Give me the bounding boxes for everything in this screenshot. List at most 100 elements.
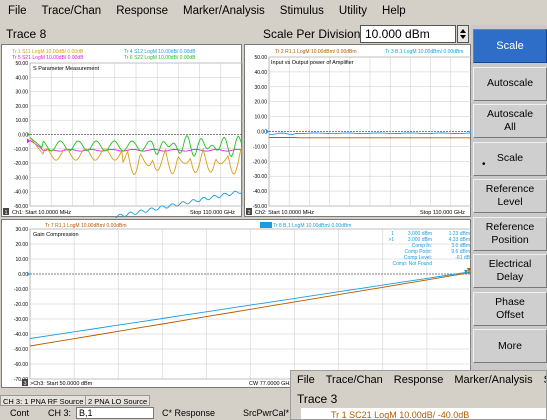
entry-toolbar: Trace 8 Scale Per Division 10.000 dBm <box>0 22 471 46</box>
softkey-scale[interactable]: Scale • <box>473 141 547 176</box>
y-tick-label: 20.00 <box>15 242 28 248</box>
gain-compression-plot[interactable]: Tr 7 R1,1 LogM 10.00dBm/ 0.00dBm Tr 8 B,… <box>1 219 472 388</box>
p3-y-ticks: 30.00 20.00 10.00 0.00 -10.00 -20.00 -30.00 -40… <box>14 227 28 383</box>
p2-stop: Stop 110.000 GHz <box>420 210 465 216</box>
y-tick-label: -60.00 <box>14 362 28 368</box>
p3-active-trace-box <box>260 222 272 228</box>
softkey-reference-position[interactable]: Reference Position <box>473 216 547 251</box>
scale-spinner[interactable] <box>457 25 469 43</box>
status-cont: Cont <box>10 408 30 418</box>
p3-start: >Ch3: Start 50.0000 dBm <box>30 381 93 387</box>
second-menu-marker-analysis[interactable]: Marker/Analysis <box>454 374 533 386</box>
p1-legend-3: Tr 5 S21 LogM 10.00dB/ 0.00dB <box>12 55 84 61</box>
active-trace-label: Trace 8 <box>6 27 47 41</box>
second-menu-response[interactable]: Response <box>393 374 444 386</box>
p1-y-ticks: 50.00 40.00 30.00 20.00 10.00 0.00 -10.00 -20.0… <box>14 61 28 210</box>
y-tick-label: -30.00 <box>14 175 28 181</box>
menu-response[interactable]: Response <box>116 5 168 17</box>
marker-readout-text: 9.6 dBm <box>451 249 470 255</box>
y-tick-label: 10.00 <box>254 115 267 121</box>
p3-title: Gain Compression <box>33 232 79 238</box>
y-tick-label: -30.00 <box>253 174 267 180</box>
second-menu-stimulus[interactable]: Stimu <box>538 374 546 386</box>
marker-readout-text: -61 dB <box>455 255 470 261</box>
second-menu-bar: File Trace/Chan Response Marker/Analysis… <box>291 371 546 389</box>
y-tick-label: -40.00 <box>14 332 28 338</box>
p1-window-number: 1 <box>5 210 8 216</box>
s-parameter-plot[interactable]: Tr 1 S11 LogM 10.00dB/ 0.00dB Tr 4 S12 L… <box>1 44 243 218</box>
y-tick-label: 10.00 <box>15 257 28 263</box>
status-response: C* Response <box>162 408 216 418</box>
menu-marker-analysis[interactable]: Marker/Analysis <box>182 5 265 17</box>
softkey-autoscale[interactable]: Autoscale <box>473 66 547 101</box>
softkey-scale[interactable]: Scale <box>473 29 547 63</box>
tab-rf-source[interactable]: CH 3: 1 PNA RF Source <box>0 395 87 406</box>
second-menu-file[interactable]: File <box>297 374 315 386</box>
gain-compression-plot-svg: Tr 7 R1,1 LogM 10.00dBm/ 0.00dBm Tr 8 B,… <box>14 222 472 387</box>
marker-readout-text: 1.23 dBm <box>449 231 470 237</box>
second-analyzer-window[interactable]: File Trace/Chan Response Marker/Analysis… <box>290 370 547 420</box>
second-menu-trace-chan[interactable]: Trace/Chan <box>325 374 383 386</box>
y-tick-label: 30.00 <box>15 227 28 233</box>
marker-readout-text: 4.33 dBm <box>449 237 470 243</box>
scale-per-division-label: Scale Per Division <box>263 27 361 41</box>
bullet-icon: • <box>482 158 486 170</box>
y-tick-label: -70.00 <box>14 377 28 383</box>
status-channel: CH 3: <box>48 408 72 418</box>
y-tick-label: 20.00 <box>254 100 267 106</box>
menu-bar: File Trace/Chan Response Marker/Analysis… <box>0 0 547 22</box>
y-tick-label: 10.00 <box>15 118 28 124</box>
softkey-more[interactable]: More <box>473 329 547 363</box>
reference-arrow-icon[interactable] <box>266 129 269 134</box>
softkey-label: Scale <box>496 152 524 164</box>
tab-lo-source[interactable]: 2 PNA LO Source <box>85 395 151 406</box>
input-output-plot[interactable]: Tr 2 R1,1 LogM 10.00dBm/ 0.00dBm Tr 3 B,… <box>244 44 472 217</box>
p3-window-number-box <box>22 379 28 386</box>
second-trace-label: Trace 3 <box>297 392 338 406</box>
menu-utility[interactable]: Utility <box>338 5 368 17</box>
s22-trace <box>29 135 243 158</box>
reference-arrow-icon[interactable] <box>27 132 30 137</box>
menu-stimulus[interactable]: Stimulus <box>279 5 324 17</box>
scale-per-division-input[interactable]: 10.000 dBm <box>360 25 456 43</box>
p1-grid <box>30 62 242 207</box>
reference-arrow-icon[interactable] <box>27 138 30 144</box>
softkey-label: Scale <box>496 39 524 52</box>
marker-2-icon[interactable] <box>467 268 471 272</box>
p1-start: Ch1: Start 10.0000 MHz <box>12 210 71 216</box>
softkey-label: Reference Position <box>485 220 535 246</box>
marker-readout-text: Comp Level: <box>404 255 432 261</box>
s11-trace <box>29 137 243 175</box>
softkey-electrical-delay[interactable]: Electrical Delay <box>473 254 547 288</box>
p2-grid <box>269 56 471 207</box>
marker-1-icon[interactable] <box>464 270 468 274</box>
p1-legend-4: Tr 6 S22 LogM 10.00dB/ 0.00dB <box>124 55 196 61</box>
status-measurement-field[interactable]: B,1 <box>76 407 154 419</box>
y-tick-label: -50.00 <box>253 204 267 210</box>
spin-down-icon[interactable] <box>460 35 466 39</box>
softkey-reference-level[interactable]: Reference Level <box>473 179 547 213</box>
b1-trace <box>268 132 472 135</box>
softkey-phase-offset[interactable]: Phase Offset <box>473 291 547 326</box>
menu-file[interactable]: File <box>8 5 27 17</box>
softkey-label: Phase Offset <box>495 295 525 321</box>
reference-arrow-icon[interactable] <box>27 271 30 277</box>
y-tick-label: -20.00 <box>253 159 267 165</box>
spin-up-icon[interactable] <box>460 29 466 33</box>
marker-readout-text: 1 <box>391 231 394 237</box>
b1-compression-trace <box>29 271 472 339</box>
r11-compression-trace <box>29 272 472 347</box>
p3-legend-2: Tr 8 B,1 LogM 10.00dBm/ 0.00dBm <box>273 223 351 229</box>
menu-help[interactable]: Help <box>382 5 406 17</box>
menu-trace-chan[interactable]: Trace/Chan <box>41 5 102 17</box>
s21-trace <box>29 139 243 152</box>
y-tick-label: -40.00 <box>253 189 267 195</box>
marker-readout-text: 3.000 dBm <box>408 231 432 237</box>
marker-readout-text: 3.000 dBm <box>408 237 432 243</box>
marker-readout-text: >1 <box>388 237 394 243</box>
softkey-autoscale-all[interactable]: Autoscale All <box>473 104 547 138</box>
y-tick-label: 0.00 <box>18 272 28 278</box>
marker-readout-text: Comp Point: <box>404 249 432 255</box>
p3-legend-1: Tr 7 R1,1 LogM 10.00dBm/ 0.00dBm <box>45 223 127 229</box>
